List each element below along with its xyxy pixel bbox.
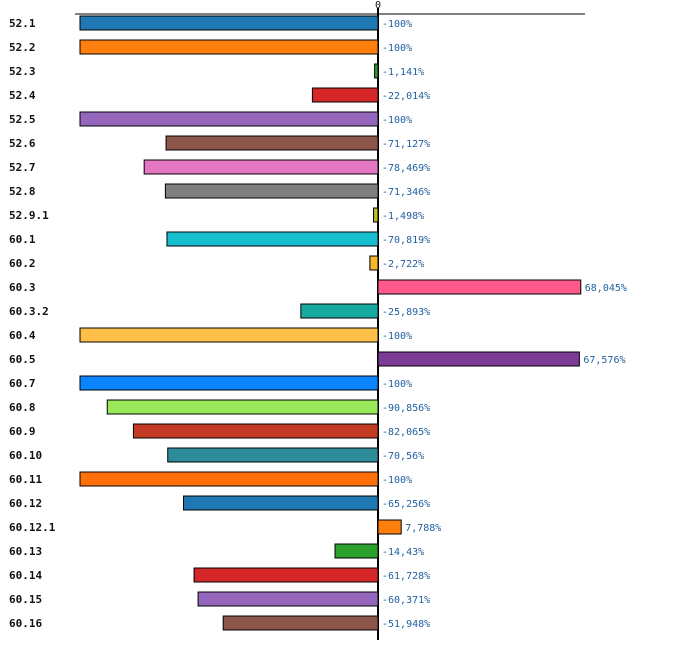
category-label: 60.12 [9,497,42,510]
category-label: 60.16 [9,617,42,630]
bars-group: 52.1 -100% 52.2 -100% 52.3 -1,141% 52.4 -22,014… [9,15,627,631]
category-label: 52.3 [9,65,36,78]
category-label: 60.11 [9,473,42,486]
category-label: 52.7 [9,161,36,174]
value-label: -25,893% [382,307,430,318]
category-label: 60.3.2 [9,305,49,318]
bar-60-10 [167,447,379,463]
bar-60-16 [222,615,379,631]
bar-60-12-1 [377,519,402,535]
bar-60-4 [79,327,379,343]
bar-60-13 [334,543,379,559]
value-label: -65,256% [382,499,430,510]
value-label: -70,56% [382,451,424,462]
value-label: -100% [382,331,412,342]
category-label: 52.6 [9,137,36,150]
value-label: -22,014% [382,91,430,102]
bar-52-3 [374,63,379,79]
category-label: 60.4 [9,329,36,342]
value-label: -100% [382,115,412,126]
category-label: 60.7 [9,377,36,390]
category-label: 60.12.1 [9,521,56,534]
category-label: 52.1 [9,17,36,30]
category-label: 60.2 [9,257,36,270]
bar-52-6 [165,135,379,151]
category-label: 60.5 [9,353,36,366]
value-label: 7,788% [405,523,441,534]
category-label: 52.5 [9,113,36,126]
category-label: 60.10 [9,449,42,462]
value-label: -2,722% [382,259,424,270]
bar-60-9 [132,423,379,439]
value-label: -1,498% [382,211,424,222]
bar-52-8 [164,183,379,199]
bar-60-3-2 [300,303,379,319]
value-label: -100% [382,19,412,30]
bar-60-15 [197,591,379,607]
bar-60-2 [369,255,379,271]
category-label: 60.1 [9,233,36,246]
category-label: 60.14 [9,569,42,582]
value-label: -51,948% [382,619,430,630]
bar-52-1 [79,15,379,31]
value-label: -61,728% [382,571,430,582]
bar-60-14 [193,567,379,583]
category-label: 52.2 [9,41,36,54]
value-label: -70,819% [382,235,430,246]
category-label: 52.8 [9,185,36,198]
category-label: 60.3 [9,281,36,294]
value-label: -71,346% [382,187,430,198]
value-label: -78,469% [382,163,430,174]
value-label: -100% [382,475,412,486]
bar-60-5 [377,351,580,367]
value-label: -100% [382,43,412,54]
bar-60-12 [183,495,379,511]
bar-52-4 [311,87,379,103]
value-label: -14,43% [382,547,424,558]
bar-60-1 [166,231,379,247]
value-label: -71,127% [382,139,430,150]
value-label: -100% [382,379,412,390]
bar-52-7 [143,159,379,175]
zero-tick-label: 0 [375,0,381,11]
bar-60-11 [79,471,379,487]
bar-52-2 [79,39,379,55]
category-label: 60.13 [9,545,42,558]
category-label: 52.4 [9,89,36,102]
value-label: -1,141% [382,67,424,78]
value-label: -82,065% [382,427,430,438]
bar-60-7 [79,375,379,391]
category-label: 60.9 [9,425,36,438]
value-label: 68,045% [585,283,627,294]
bar-60-8 [106,399,379,415]
bar-52-5 [79,111,379,127]
category-label: 60.8 [9,401,36,414]
value-label: -90,856% [382,403,430,414]
value-label: 67,576% [583,355,625,366]
category-label: 60.15 [9,593,42,606]
bar-60-3 [377,279,582,295]
category-label: 52.9.1 [9,209,49,222]
bar-52-9-1 [373,207,379,223]
value-label: -60,371% [382,595,430,606]
